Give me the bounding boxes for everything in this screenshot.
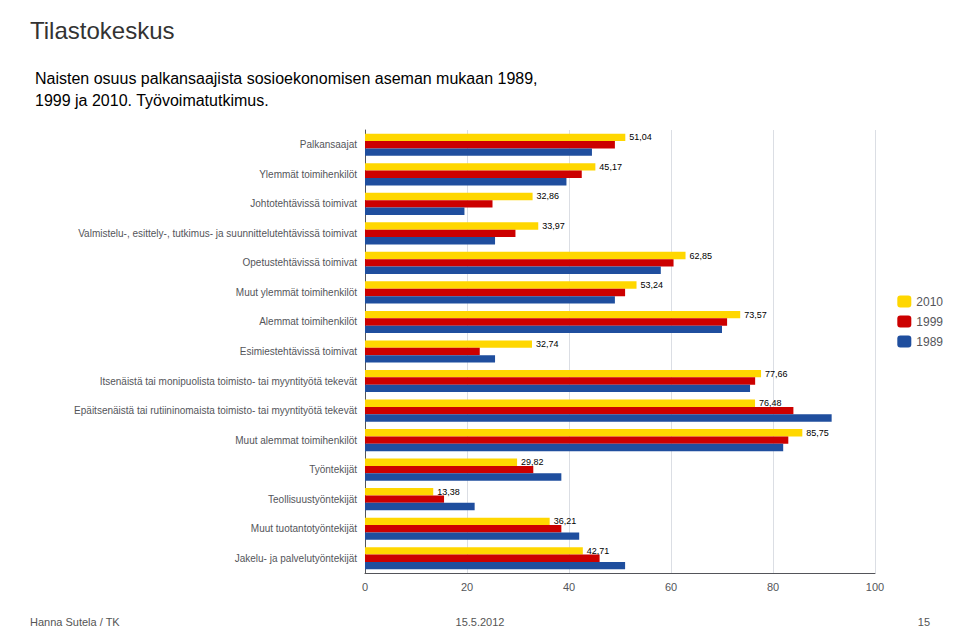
svg-text:Johtotehtävissä toimivat: Johtotehtävissä toimivat (250, 198, 357, 209)
svg-text:Alemmat toimihenkilöt: Alemmat toimihenkilöt (259, 316, 357, 327)
svg-text:100: 100 (866, 581, 884, 593)
svg-text:1999: 1999 (916, 315, 943, 329)
svg-text:45,17: 45,17 (599, 162, 622, 172)
svg-text:Ylemmät toimihenkilöt: Ylemmät toimihenkilöt (259, 169, 357, 180)
svg-text:13,38: 13,38 (437, 487, 460, 497)
svg-text:2010: 2010 (916, 295, 943, 309)
svg-text:76,48: 76,48 (759, 398, 782, 408)
svg-text:Palkansaajat: Palkansaajat (300, 139, 357, 150)
svg-text:20: 20 (461, 581, 473, 593)
svg-text:Muut alemmat toimihenkilöt: Muut alemmat toimihenkilöt (235, 435, 357, 446)
svg-text:85,75: 85,75 (806, 428, 829, 438)
svg-text:33,97: 33,97 (542, 221, 565, 231)
svg-text:Muut ylemmät toimihenkilöt: Muut ylemmät toimihenkilöt (236, 287, 357, 298)
svg-text:Valmistelu-, esittely-, tutkim: Valmistelu-, esittely-, tutkimus- ja suu… (78, 228, 357, 239)
svg-text:Itsenäistä tai monipuolista to: Itsenäistä tai monipuolista toimisto- ta… (100, 376, 358, 387)
svg-text:32,86: 32,86 (537, 191, 560, 201)
svg-text:80: 80 (767, 581, 779, 593)
svg-text:62,85: 62,85 (690, 251, 713, 261)
svg-text:1989: 1989 (916, 335, 943, 349)
svg-text:Teollisuustyöntekijät: Teollisuustyöntekijät (268, 494, 357, 505)
svg-text:36,21: 36,21 (554, 516, 577, 526)
svg-text:15: 15 (918, 616, 930, 628)
svg-text:29,82: 29,82 (521, 457, 544, 467)
svg-text:73,57: 73,57 (744, 310, 767, 320)
svg-text:40: 40 (563, 581, 575, 593)
svg-text:Hanna Sutela / TK: Hanna Sutela / TK (30, 616, 120, 628)
svg-text:15.5.2012: 15.5.2012 (456, 616, 505, 628)
svg-text:Naisten osuus palkansaajista s: Naisten osuus palkansaajista sosioekonom… (35, 70, 538, 87)
svg-text:Epäitsenäistä tai rutiininomai: Epäitsenäistä tai rutiininomaista toimis… (74, 405, 357, 416)
svg-text:Muut tuotantotyöntekijät: Muut tuotantotyöntekijät (251, 523, 357, 534)
svg-text:Esimiestehtävissä toimivat: Esimiestehtävissä toimivat (240, 346, 357, 357)
svg-text:77,66: 77,66 (765, 369, 788, 379)
svg-text:Tilastokeskus: Tilastokeskus (30, 17, 175, 44)
svg-text:60: 60 (665, 581, 677, 593)
svg-text:51,04: 51,04 (629, 132, 652, 142)
svg-text:Jakelu- ja palvelutyöntekijät: Jakelu- ja palvelutyöntekijät (235, 553, 358, 564)
svg-text:0: 0 (362, 581, 368, 593)
svg-text:1999 ja 2010. Työvoimatutkimus: 1999 ja 2010. Työvoimatutkimus. (35, 92, 269, 109)
svg-text:Opetustehtävissä toimivat: Opetustehtävissä toimivat (243, 257, 358, 268)
svg-text:42,71: 42,71 (587, 546, 610, 556)
svg-text:32,74: 32,74 (536, 339, 559, 349)
svg-text:Työntekijät: Työntekijät (309, 464, 357, 475)
svg-text:53,24: 53,24 (641, 280, 664, 290)
